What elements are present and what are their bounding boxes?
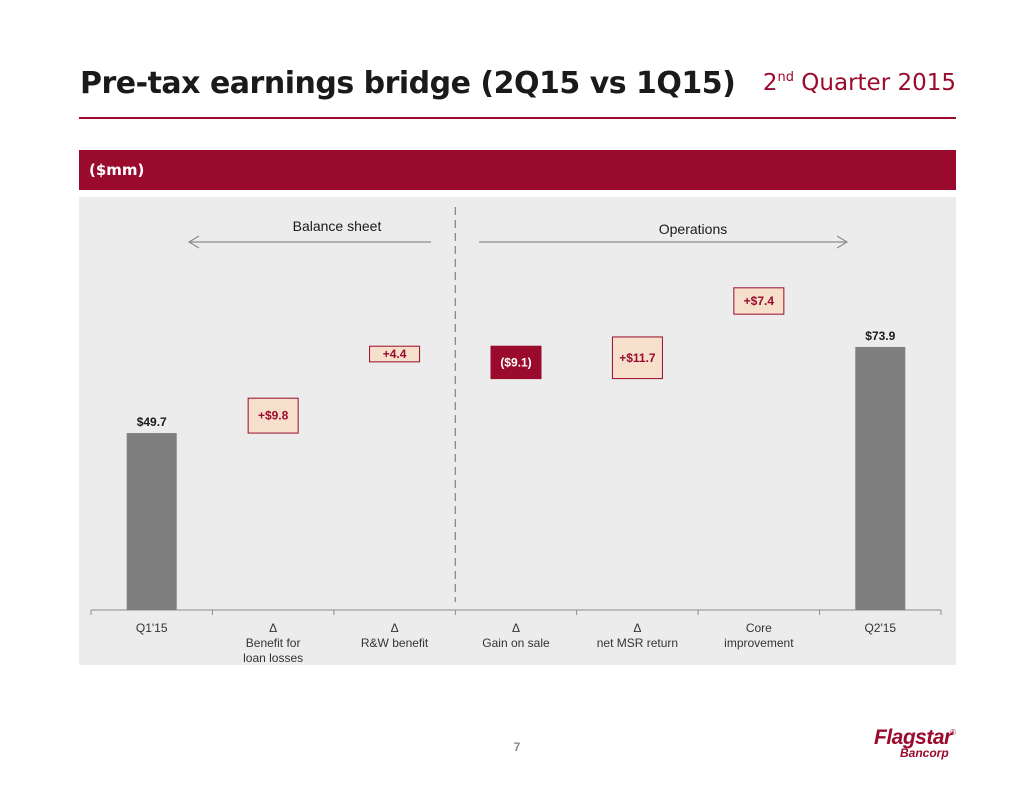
waterfall-chart: $49.7 +$9.8 +4.4 ($9.1) +$11.7 +$7.4 $73.9 Q1'1… (90, 207, 942, 665)
page-title: Pre-tax earnings bridge (2Q15 vs 1Q15) (80, 66, 736, 101)
x-category-label-line: loan losses (243, 651, 303, 665)
operations-arrowhead (836, 235, 849, 249)
bar-value-label: $73.9 (865, 329, 895, 343)
title-divider (79, 117, 956, 119)
quarter-text: Quarter 2015 (793, 70, 956, 96)
bar-value-label: +4.4 (383, 347, 407, 361)
x-category-label: Δ R&W benefit (361, 621, 429, 650)
bar-value-label: +$7.4 (744, 294, 775, 308)
x-category-label: Core improvement (724, 621, 794, 650)
bar-value-label: ($9.1) (500, 355, 531, 369)
x-category-label-line: Gain on sale (482, 636, 550, 650)
units-band: ($mm) (79, 150, 956, 190)
logo-wordmark: Flagstar (874, 726, 952, 749)
units-label: ($mm) (89, 161, 145, 179)
bar-increase (247, 397, 299, 434)
bar-increase (733, 287, 785, 315)
x-category-label: Δ Gain on sale (482, 621, 550, 650)
bar-total (126, 433, 177, 610)
x-category-label-line: Q1'15 (136, 621, 168, 635)
bar-value-label: $49.7 (137, 415, 167, 429)
bar-decrease (490, 345, 542, 380)
x-category-label-line: Δ (269, 621, 277, 635)
logo-subtitle: Bancorp (900, 746, 949, 760)
x-category-label-line: Core (746, 621, 772, 635)
bar-total (855, 346, 906, 610)
balance-sheet-arrowhead (187, 235, 200, 249)
x-category-label-line: Δ (391, 621, 399, 635)
x-category-label: Δ Benefit for loan losses (243, 621, 303, 665)
x-category-label-line: Q2'15 (864, 621, 896, 635)
quarter-suffix-sup: nd (777, 70, 794, 85)
page-number: 7 (513, 740, 521, 754)
x-category-label-line: improvement (724, 636, 794, 650)
x-category-label-line: Benefit for (246, 636, 301, 650)
x-category-label-line: net MSR return (597, 636, 678, 650)
bar-increase (611, 336, 663, 380)
flagstar-logo: Flagstar ® Bancorp (870, 726, 960, 762)
logo-registered-mark: ® (950, 728, 956, 737)
x-category-label-line: R&W benefit (361, 636, 429, 650)
bar-value-label: +$9.8 (258, 409, 289, 423)
operations-annotation: Operations (659, 221, 727, 237)
x-category-label: Q1'15 (136, 621, 168, 635)
x-category-label-line: Δ (633, 621, 641, 635)
quarter-label: 2nd Quarter 2015 (763, 70, 956, 96)
bar-value-label: +$11.7 (619, 351, 656, 365)
balance-sheet-annotation: Balance sheet (293, 218, 382, 234)
x-category-label-line: Δ (512, 621, 520, 635)
bar-increase (369, 345, 421, 363)
quarter-number: 2 (762, 70, 778, 96)
x-category-label: Q2'15 (864, 621, 896, 635)
chart-panel: $49.7 +$9.8 +4.4 ($9.1) +$11.7 +$7.4 $73.9 Q1'1… (79, 197, 956, 665)
